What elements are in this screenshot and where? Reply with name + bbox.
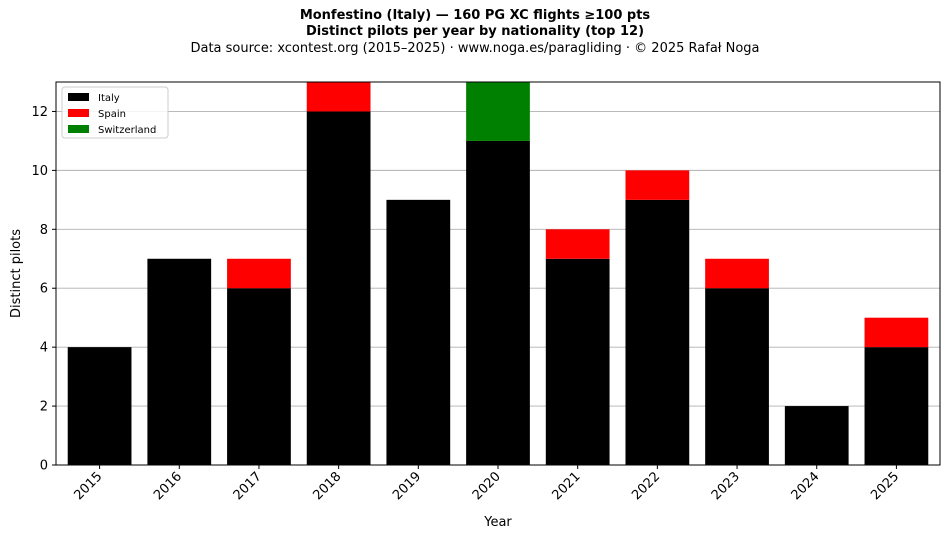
- bar-italy-2016: [147, 258, 212, 465]
- bar-italy-2020: [466, 140, 530, 465]
- legend-label-switzerland: Switzerland: [98, 125, 156, 136]
- legend-label-italy: Italy: [98, 93, 120, 104]
- x-tick-label: 2015: [71, 469, 105, 503]
- bar-italy-2021: [545, 258, 610, 465]
- y-tick-label: 10: [31, 164, 48, 179]
- bar-spain-2021: [545, 229, 610, 259]
- bar-italy-2023: [705, 288, 769, 465]
- bar-italy-2024: [784, 406, 849, 465]
- x-tick-label: 2023: [709, 469, 743, 503]
- x-tick-label: 2025: [868, 469, 902, 503]
- x-tick-label: 2021: [550, 469, 584, 503]
- x-tick-label: 2022: [629, 469, 663, 503]
- y-tick-label: 4: [40, 341, 48, 356]
- bar-italy-2025: [864, 347, 929, 465]
- x-tick-label: 2020: [470, 469, 504, 503]
- x-axis-label: Year: [483, 515, 512, 530]
- bar-spain-2018: [306, 82, 371, 112]
- legend-swatch-spain: [68, 109, 89, 117]
- legend-swatch-switzerland: [68, 125, 89, 133]
- chart-subtitle: Distinct pilots per year by nationality …: [305, 24, 645, 39]
- x-tick-label: 2017: [231, 469, 265, 503]
- chart-source: Data source: xcontest.org (2015–2025) · …: [190, 41, 760, 56]
- bar-spain-2025: [864, 317, 929, 348]
- bar-spain-2022: [625, 170, 690, 200]
- bar-italy-2017: [227, 288, 291, 465]
- bar-italy-2022: [625, 199, 690, 465]
- x-tick-label: 2024: [789, 469, 823, 503]
- chart-title: Monfestino (Italy) — 160 PG XC flights ≥…: [299, 8, 651, 23]
- y-tick-label: 12: [31, 105, 48, 120]
- x-tick-label: 2018: [310, 469, 344, 503]
- chart-titles: Monfestino (Italy) — 160 PG XC flights ≥…: [0, 8, 950, 58]
- y-tick-label: 8: [40, 223, 48, 238]
- bar-spain-2017: [227, 258, 291, 289]
- x-tick-label: 2016: [151, 469, 185, 503]
- bar-italy-2019: [386, 199, 451, 465]
- legend-label-spain: Spain: [98, 109, 126, 120]
- y-tick-label: 2: [40, 400, 48, 415]
- y-axis-label: Distinct pilots: [9, 229, 24, 318]
- x-tick-label: 2019: [390, 469, 424, 503]
- bar-switzerland-2020: [466, 82, 530, 141]
- bar-spain-2023: [705, 258, 769, 289]
- y-tick-label: 6: [40, 282, 48, 297]
- bar-italy-2015: [67, 347, 132, 465]
- y-tick-label: 0: [40, 459, 48, 474]
- bar-italy-2018: [306, 111, 371, 465]
- legend-swatch-italy: [68, 93, 89, 101]
